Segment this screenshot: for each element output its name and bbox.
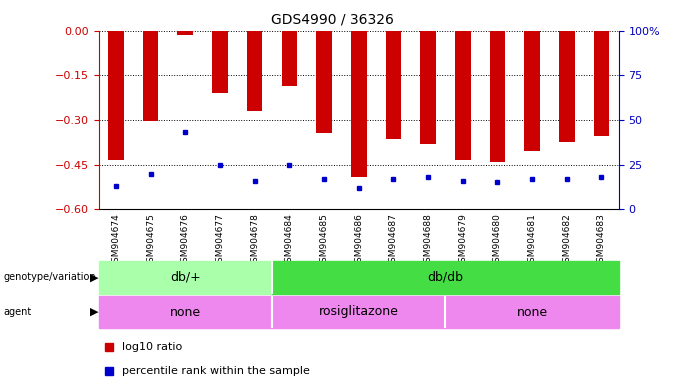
Text: GSM904674: GSM904674 — [112, 214, 120, 268]
Text: GSM904677: GSM904677 — [216, 214, 224, 268]
Bar — [99, 261, 272, 294]
Text: GSM904683: GSM904683 — [597, 214, 606, 268]
Bar — [282, 31, 297, 86]
Text: GSM904682: GSM904682 — [562, 214, 571, 268]
Title: GDS4990 / 36326: GDS4990 / 36326 — [271, 13, 394, 27]
Text: GSM904679: GSM904679 — [458, 214, 467, 268]
Text: GSM904681: GSM904681 — [528, 214, 537, 268]
Bar — [177, 31, 193, 35]
Text: rosiglitazone: rosiglitazone — [319, 306, 398, 318]
Bar — [108, 31, 124, 160]
Text: GSM904687: GSM904687 — [389, 214, 398, 268]
Bar — [420, 31, 436, 144]
Bar — [272, 261, 619, 294]
Text: none: none — [517, 306, 547, 318]
Bar — [99, 296, 272, 328]
Bar — [247, 31, 262, 111]
Text: GSM904685: GSM904685 — [320, 214, 328, 268]
Text: GSM904680: GSM904680 — [493, 214, 502, 268]
Text: GSM904678: GSM904678 — [250, 214, 259, 268]
Bar — [524, 31, 540, 151]
Text: GSM904676: GSM904676 — [181, 214, 190, 268]
Bar — [386, 31, 401, 139]
Text: GSM904688: GSM904688 — [424, 214, 432, 268]
Bar — [272, 296, 445, 328]
Text: none: none — [170, 306, 201, 318]
Text: percentile rank within the sample: percentile rank within the sample — [122, 366, 310, 376]
Text: db/db: db/db — [428, 271, 463, 284]
Bar — [212, 31, 228, 93]
Bar — [490, 31, 505, 162]
Bar — [445, 296, 619, 328]
Bar — [455, 31, 471, 160]
Bar — [143, 31, 158, 121]
Text: GSM904686: GSM904686 — [354, 214, 363, 268]
Bar — [559, 31, 575, 142]
Text: log10 ratio: log10 ratio — [122, 342, 182, 352]
Text: ▶: ▶ — [90, 307, 99, 317]
Text: agent: agent — [3, 307, 32, 317]
Text: GSM904684: GSM904684 — [285, 214, 294, 268]
Text: db/+: db/+ — [170, 271, 201, 284]
Bar — [316, 31, 332, 133]
Text: genotype/variation: genotype/variation — [3, 272, 96, 282]
Bar — [594, 31, 609, 136]
Text: ▶: ▶ — [90, 272, 99, 282]
Text: GSM904675: GSM904675 — [146, 214, 155, 268]
Bar — [351, 31, 367, 177]
